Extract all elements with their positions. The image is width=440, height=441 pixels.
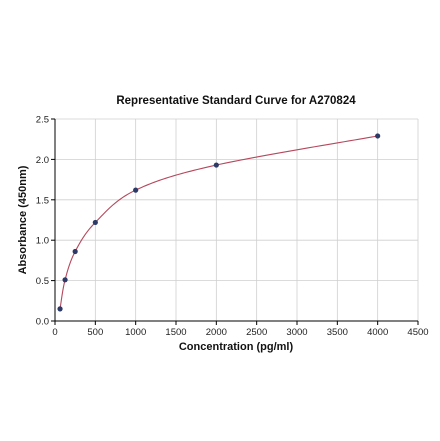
y-axis-label: Absorbance (450nm) <box>17 165 29 274</box>
x-tick-label: 1500 <box>165 327 186 338</box>
y-tick-label: 0.5 <box>36 276 49 287</box>
data-points <box>57 133 381 312</box>
x-tick-label: 2000 <box>206 327 227 338</box>
y-tick-label: 2.5 <box>36 115 49 126</box>
x-axis-label: Concentration (pg/ml) <box>179 341 294 353</box>
axes <box>51 118 419 325</box>
data-point <box>57 306 63 312</box>
chart-title: Representative Standard Curve for A27082… <box>116 95 356 107</box>
x-tick-label: 500 <box>87 327 103 338</box>
x-tick-label: 2500 <box>246 327 267 338</box>
y-tick-label: 1.0 <box>36 236 49 247</box>
fit-curve <box>59 135 378 309</box>
data-point <box>62 277 68 283</box>
y-tick-label: 2.0 <box>36 155 49 166</box>
x-tick-label: 0 <box>52 327 57 338</box>
data-point <box>133 187 139 193</box>
x-tick-label: 1000 <box>125 327 146 338</box>
x-tick-label: 3000 <box>286 327 307 338</box>
x-tick-labels: 0 500 1000 1500 2000 2500 3000 3500 4000 4500 <box>52 327 428 338</box>
data-point <box>92 219 98 226</box>
y-tick-label: 0.0 <box>36 317 49 328</box>
x-tick-label: 3500 <box>327 327 348 338</box>
x-tick-label: 4500 <box>407 327 428 338</box>
y-tick-label: 1.5 <box>36 195 49 206</box>
data-point <box>72 248 78 255</box>
grid <box>54 118 419 322</box>
data-point <box>375 133 381 139</box>
x-tick-label: 4000 <box>367 327 388 338</box>
data-point <box>213 162 219 168</box>
y-tick-labels: 0.0 0.5 1.0 1.5 2.0 2.5 <box>36 115 49 328</box>
